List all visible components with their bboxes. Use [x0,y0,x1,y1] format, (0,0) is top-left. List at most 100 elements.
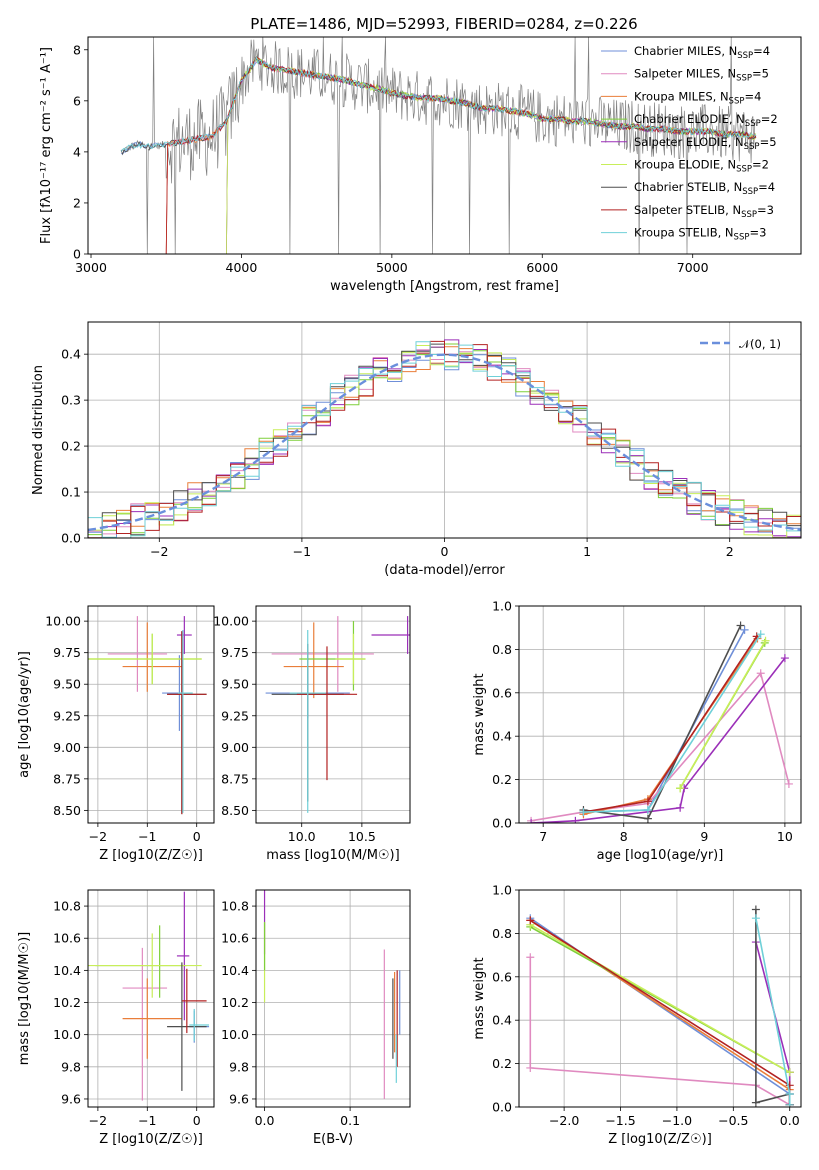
y-tick-label: 10.8 [53,899,81,914]
y-tick-label: 0.8 [492,926,512,941]
y-tick-label: 0.3 [61,393,81,408]
weight-marker [761,636,770,645]
legend-label: Chabrier MILES, NSSP=4 [634,44,770,61]
spectrum-legend: Chabrier MILES, NSSP=4 Salpeter MILES, NS… [601,44,778,243]
y-tick-label: 0.1 [61,485,81,500]
plot-area [88,891,210,1101]
x-tick-label: −1 [293,544,311,559]
x-axis-label: age [log10(age/yr)] [597,848,724,863]
weight-marker [751,905,760,914]
weight-marker [527,819,536,823]
plot-area [527,621,793,823]
x-tick-label: 10 [777,829,793,844]
y-tick-label: 0.0 [492,816,512,831]
legend-label: Kroupa MILES, NSSP=4 [634,89,761,106]
weight-marker [785,1089,794,1098]
axes-frame [255,889,411,1108]
y-tick-label: 9.8 [229,1059,249,1074]
x-axis-label: Z [log10(Z/Z☉)] [99,1132,203,1147]
x-tick-label: 5000 [376,260,408,275]
weight-line-6 [583,625,742,820]
weight-marker [526,1063,535,1072]
x-tick-label: 9 [700,829,708,844]
weight-marker [571,816,580,823]
legend-label: Salpeter MILES, NSSP=5 [634,67,769,84]
x-tick-label: 6000 [526,260,558,275]
model-spectrum-8 [120,55,757,152]
panel-mass_vs_Z: −2 −1 0 9.6 9.8 10.0 10.2 10.4 10.6 10.8 Z [log10(… [17,889,215,1147]
x-tick-label: −2 [150,544,168,559]
axes-frame [87,889,215,1108]
y-tick-label: 8.75 [53,771,81,786]
x-tick-label: 10.0 [288,829,316,844]
axes-frame [518,605,802,824]
y-tick-label: 1.0 [492,599,512,614]
x-axis-label: mass [log10(M/M☉)] [266,848,399,863]
x-tick-label: −0.5 [718,1113,748,1128]
legend-label: Chabrier ELODIE, NSSP=2 [634,112,778,129]
y-tick-label: 0.6 [492,969,512,984]
y-tick-label: 9.6 [61,1091,81,1106]
x-tick-label: −1 [138,829,156,844]
x-tick-label: −2 [89,829,107,844]
x-tick-label: 0 [441,544,449,559]
weight-marker [784,779,793,788]
x-tick-label: −1.5 [605,1113,635,1128]
panel-weight_vs_Z: −2.0 −1.5 −1.0 −0.5 0.0 0.0 0.2 0.4 0.6 0.8 1.0 Z [… [472,883,802,1147]
x-tick-label: 3000 [75,260,107,275]
axes-frame [87,36,802,255]
x-tick-label: −2.0 [549,1113,579,1128]
panel-age_vs_mass: 10.0 10.5 8.50 8.75 9.00 9.25 9.50 9.75 10.00 mas… [213,605,411,863]
weight-marker [785,1068,794,1077]
observed-spectrum [120,37,756,254]
weight-marker [643,797,652,806]
x-tick-label: 7 [539,829,547,844]
x-axis-label: E(B-V) [313,1132,353,1147]
y-tick-label: 0.4 [492,729,512,744]
y-tick-label: 10.0 [221,1027,249,1042]
y-tick-label: 10.0 [53,1027,81,1042]
y-tick-label: 0.0 [61,531,81,546]
legend-label: 𝒩(0, 1) [739,337,781,351]
weight-marker [676,784,685,793]
y-tick-label: 10.2 [221,995,249,1010]
x-tick-label: 4000 [226,260,258,275]
y-axis-label: Normed distribution [31,365,46,495]
y-tick-label: 9.25 [53,708,81,723]
x-tick-label: 1 [583,544,591,559]
axes-frame [255,605,411,824]
y-tick-label: 9.50 [53,677,81,692]
legend-label: Kroupa ELODIE, NSSP=2 [634,158,769,175]
weight-line-7 [583,635,758,813]
y-tick-label: 9.25 [221,708,249,723]
model-spectrum-3 [226,55,757,254]
y-tick-label: 0.2 [492,772,512,787]
x-tick-label: 0 [193,829,201,844]
panel-residuals: −2 −1 0 1 2 0.0 0.1 0.2 0.3 0.4 (data-model)/error… [31,321,802,578]
y-axis-label: mass [log10(M/M☉)] [17,932,32,1065]
y-tick-label: 0.2 [61,439,81,454]
panel-spectrum: 3000 4000 5000 6000 7000 0 2 4 6 8 wavelength [Ang… [39,36,802,294]
weight-marker [736,621,745,630]
model-spectrum-1 [165,56,757,254]
weight-line-8 [755,918,791,1105]
weight-marker [785,1081,794,1090]
weight-marker [751,914,760,923]
y-tick-label: 0.8 [492,642,512,657]
y-tick-label: 4 [73,144,81,159]
y-tick-label: 0.4 [61,347,81,362]
y-tick-label: 2 [73,195,81,210]
y-tick-label: 9.8 [61,1059,81,1074]
y-axis-label: age [log10(age/yr)] [17,651,32,778]
y-tick-label: 9.00 [221,740,249,755]
weight-line-5 [529,924,791,1073]
y-tick-label: 8 [73,42,81,57]
legend-label: Kroupa STELIB, NSSP=3 [634,226,766,243]
y-axis-label: mass weight [472,957,487,1039]
x-tick-label: 8 [620,829,628,844]
weight-marker [643,814,652,823]
axes-frame [87,605,215,824]
y-tick-label: 10.2 [53,995,81,1010]
weight-marker [751,1098,760,1107]
legend-label: Salpeter STELIB, NSSP=3 [634,203,774,220]
